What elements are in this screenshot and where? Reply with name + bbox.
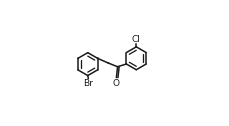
Text: O: O: [112, 79, 120, 88]
Text: Cl: Cl: [132, 35, 141, 44]
Text: Br: Br: [83, 79, 93, 88]
